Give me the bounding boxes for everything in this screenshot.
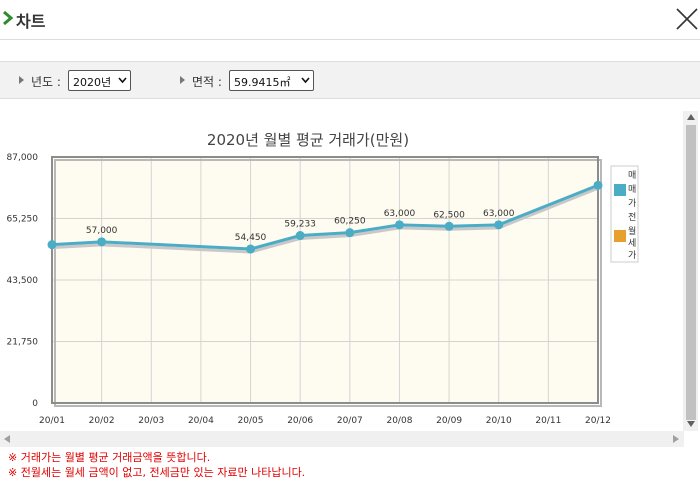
area-select-value: 59.9415㎡ (234, 76, 291, 89)
x-tick-label: 20/12 (585, 416, 611, 426)
horizontal-scrollbar[interactable] (0, 431, 684, 447)
data-label: 63,000 (483, 209, 515, 219)
triangle-bullet-icon (180, 76, 185, 84)
y-tick-label: 0 (32, 399, 38, 409)
line-chart: 2020년 월별 평균 거래가(만원) 87,000 65,250 43,500 21… (7, 131, 639, 426)
data-point (246, 244, 256, 254)
x-tick-label: 20/06 (287, 416, 313, 426)
x-tick-label: 20/08 (386, 416, 412, 426)
scroll-left-icon[interactable] (4, 435, 10, 443)
legend: 매 매 가 전 월 세 가 (610, 165, 639, 263)
data-label: 62,500 (433, 210, 465, 220)
x-tick-label: 20/01 (39, 416, 65, 426)
x-tick-label: 20/04 (188, 416, 214, 426)
note-line-1: ※ 거래가는 월별 평균 거래금액을 뜻합니다. (8, 451, 211, 464)
legend-label-rent-1: 전 (628, 212, 636, 223)
title-bar: 차트 (0, 0, 700, 40)
y-tick-label: 65,250 (7, 215, 39, 225)
chevron-right-icon (3, 10, 14, 26)
plot-border (51, 156, 599, 404)
data-point (444, 221, 454, 231)
data-point (593, 180, 603, 190)
x-tick-label: 20/05 (238, 416, 264, 426)
data-point (97, 237, 107, 247)
scroll-up-icon[interactable] (687, 114, 695, 120)
data-point (494, 220, 504, 230)
close-icon[interactable] (674, 6, 700, 32)
data-label: 63,000 (384, 209, 416, 219)
window-title: 차트 (16, 12, 46, 31)
plot-shadow (54, 159, 602, 407)
y-tick-label: 87,000 (7, 153, 39, 163)
y-tick-label: 43,500 (7, 276, 39, 286)
note-line-2: ※ 전월세는 월세 금액이 없고, 전세금만 있는 자료만 나타납니다. (8, 466, 306, 479)
filter-bar: 년도 : 2020년 면적 : 59.9415㎡ (0, 61, 700, 99)
y-tick-label: 21,750 (7, 338, 39, 348)
year-select-value: 2020년 (73, 76, 112, 89)
x-tick-label: 20/09 (436, 416, 462, 426)
area-select[interactable]: 59.9415㎡ (229, 70, 314, 91)
triangle-bullet-icon (19, 76, 24, 84)
area-label: 면적 : (192, 75, 222, 89)
chart-container: 2020년 월별 평균 거래가(만원) 87,000 65,250 43,500 21… (0, 111, 684, 431)
x-tick-label: 20/11 (535, 416, 561, 426)
legend-label-sale-2: 매 (628, 184, 636, 195)
year-select[interactable]: 2020년 (68, 70, 131, 91)
x-tick-label: 20/10 (486, 416, 512, 426)
vertical-scrollbar[interactable] (683, 111, 698, 431)
data-label: 59,233 (284, 220, 316, 230)
data-point (295, 231, 305, 241)
data-point (47, 240, 57, 250)
chart-title: 2020년 월별 평균 거래가(만원) (207, 131, 409, 149)
vertical-scroll-thumb[interactable] (686, 125, 696, 420)
scroll-down-icon[interactable] (687, 421, 695, 427)
chevron-down-icon (301, 77, 310, 84)
legend-swatch-rent (614, 230, 626, 242)
x-tick-label: 20/02 (89, 416, 115, 426)
scroll-right-icon[interactable] (673, 435, 679, 443)
year-label: 년도 : (31, 75, 61, 89)
data-label: 54,450 (235, 233, 267, 243)
legend-label-sale-3: 가 (628, 198, 636, 209)
legend-label-sale-1: 매 (628, 170, 636, 181)
data-point (394, 220, 404, 230)
data-label: 57,000 (86, 226, 118, 236)
notes: ※ 거래가는 월별 평균 거래금액을 뜻합니다. ※ 전월세는 월세 금액이 없… (8, 450, 305, 480)
data-label: 60,250 (334, 217, 366, 227)
data-point (345, 228, 355, 238)
x-tick-label: 20/03 (138, 416, 164, 426)
legend-swatch-sale (614, 184, 626, 196)
x-tick-label: 20/07 (337, 416, 363, 426)
legend-label-rent-3: 세 (628, 238, 636, 249)
chevron-down-icon (118, 77, 127, 84)
legend-label-rent-2: 월 (628, 225, 636, 237)
legend-label-rent-4: 가 (628, 250, 636, 261)
